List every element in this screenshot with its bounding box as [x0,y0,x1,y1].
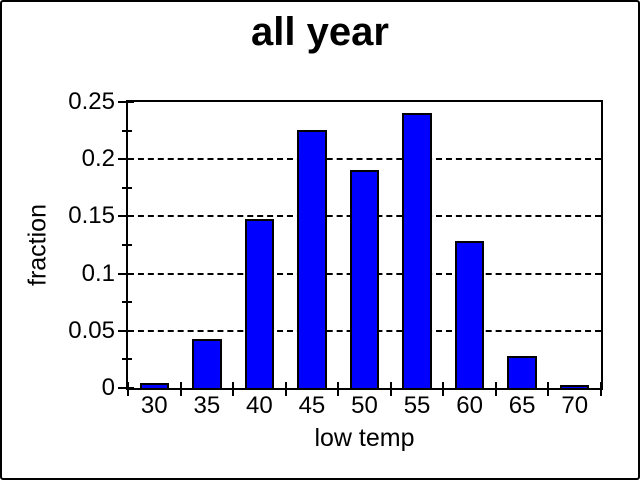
y-minor-tick [122,244,132,246]
x-tick-label: 55 [403,392,431,419]
x-boundary-tick [284,382,287,396]
x-boundary-tick [442,382,445,396]
bar [244,218,275,388]
y-tick-label: 0.1 [81,259,115,287]
y-axis-label: fraction [23,204,52,286]
y-major-tick [118,215,134,218]
x-tick-label: 50 [351,392,378,419]
y-major-tick [118,329,134,332]
chart-title: all year [251,10,389,54]
x-tick-label: 35 [193,392,221,419]
y-tick-label: 0.15 [68,202,115,230]
bar [349,169,380,388]
x-boundary-tick [547,382,550,396]
x-boundary-tick [232,382,235,396]
y-tick-label: 0 [101,374,115,401]
x-boundary-tick [337,382,340,396]
x-tick-label: 30 [140,392,168,419]
y-gridline [128,158,601,161]
bar [402,112,432,388]
y-minor-tick [122,129,132,132]
x-boundary-tick [179,382,182,396]
plot-area [118,100,603,396]
x-tick-label: 40 [246,392,273,419]
x-tick-label: 45 [298,392,326,419]
bar [560,384,590,388]
y-major-tick [118,158,134,161]
x-boundary-tick [127,382,129,396]
y-minor-tick [122,301,132,304]
y-tick-label: 0.2 [81,145,115,173]
x-tick-label: 60 [456,392,483,419]
bar [454,240,485,388]
x-boundary-tick [600,382,602,396]
bar [507,356,537,388]
x-tick-label: 65 [508,392,536,419]
bar [139,382,169,388]
y-major-tick [118,101,134,103]
x-boundary-tick [494,382,497,396]
y-tick-label: 0.05 [68,316,115,344]
y-major-tick [118,387,134,389]
bar [192,339,222,388]
x-boundary-tick [389,382,392,396]
x-tick-label: 70 [561,392,589,419]
y-minor-tick [122,358,132,361]
y-major-tick [118,272,134,275]
y-minor-tick [122,186,132,189]
y-tick-label: 0.25 [68,88,115,115]
bar [297,129,327,388]
x-axis-label: low temp [314,424,415,452]
